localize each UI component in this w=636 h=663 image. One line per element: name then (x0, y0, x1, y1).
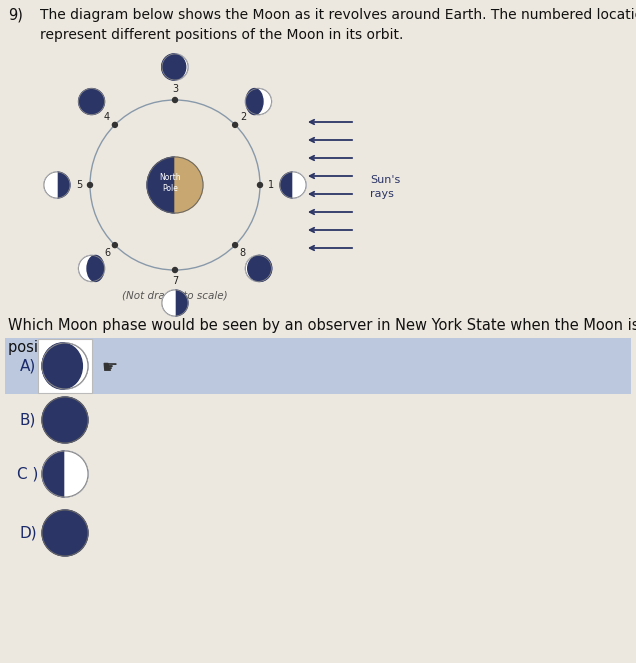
Circle shape (42, 343, 88, 389)
Wedge shape (147, 157, 175, 213)
Text: B): B) (20, 412, 36, 428)
Wedge shape (245, 255, 258, 281)
Text: D): D) (19, 526, 37, 540)
Circle shape (162, 54, 188, 80)
Text: rays: rays (370, 189, 394, 199)
Circle shape (79, 255, 104, 281)
Text: 1: 1 (268, 180, 274, 190)
Circle shape (113, 243, 118, 247)
Ellipse shape (87, 255, 104, 281)
Bar (38, 339, 92, 393)
Wedge shape (175, 157, 203, 213)
Text: 5: 5 (76, 180, 82, 190)
Bar (5, 338, 631, 394)
Circle shape (233, 123, 238, 127)
Ellipse shape (247, 255, 272, 281)
Circle shape (79, 89, 104, 115)
Wedge shape (65, 343, 88, 389)
Ellipse shape (246, 89, 263, 115)
Circle shape (79, 255, 104, 281)
Circle shape (42, 510, 88, 556)
Circle shape (245, 89, 272, 115)
Wedge shape (175, 54, 188, 80)
Wedge shape (162, 290, 175, 316)
Text: North
Pole: North Pole (159, 173, 181, 193)
Text: A): A) (20, 359, 36, 373)
Circle shape (245, 89, 272, 115)
Circle shape (42, 397, 88, 443)
Text: 6: 6 (104, 248, 110, 258)
Ellipse shape (162, 54, 186, 80)
Text: 3: 3 (172, 84, 178, 94)
Circle shape (245, 255, 272, 281)
Text: 7: 7 (172, 276, 178, 286)
Text: (Not drawn to scale): (Not drawn to scale) (122, 290, 228, 300)
Text: 4: 4 (104, 112, 110, 122)
Circle shape (280, 172, 306, 198)
Text: C ): C ) (17, 467, 39, 481)
Ellipse shape (42, 343, 83, 389)
Wedge shape (293, 172, 306, 198)
Circle shape (88, 182, 92, 188)
Circle shape (42, 451, 88, 497)
Text: 9): 9) (8, 8, 23, 23)
Text: 2: 2 (240, 112, 246, 122)
Circle shape (44, 172, 70, 198)
Circle shape (162, 290, 188, 316)
Circle shape (172, 97, 177, 103)
Text: The diagram below shows the Moon as it revolves around Earth. The numbered locat: The diagram below shows the Moon as it r… (40, 8, 636, 42)
Circle shape (113, 123, 118, 127)
Circle shape (258, 182, 263, 188)
Wedge shape (44, 172, 57, 198)
Circle shape (233, 243, 238, 247)
Text: Which Moon phase would be seen by an observer in New York State when the Moon is: Which Moon phase would be seen by an obs… (8, 318, 636, 355)
Text: Sun's: Sun's (370, 175, 400, 185)
Text: ☛: ☛ (102, 359, 118, 377)
Circle shape (172, 267, 177, 272)
Text: 8: 8 (240, 248, 246, 258)
Wedge shape (65, 451, 88, 497)
